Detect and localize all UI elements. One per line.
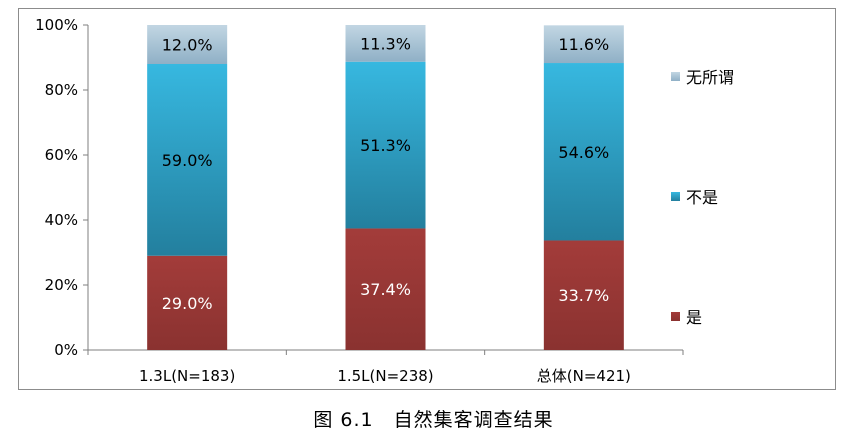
bar-segment [543, 63, 624, 241]
bar-segment [543, 240, 624, 350]
bar-segment [543, 25, 624, 64]
legend-label: 不是 [686, 188, 718, 207]
data-label: 11.6% [558, 35, 609, 54]
legend-swatch [671, 192, 680, 201]
y-tick-label: 60% [45, 146, 78, 164]
y-tick-label: 0% [54, 341, 78, 359]
bar-segment [147, 25, 228, 64]
legend-swatch [671, 312, 680, 321]
data-label: 29.0% [162, 294, 213, 313]
x-category-label: 1.5L(N=238) [337, 367, 433, 385]
data-label: 11.3% [360, 34, 411, 53]
y-tick-label: 80% [45, 81, 78, 99]
legend-label: 是 [686, 308, 702, 327]
data-label: 54.6% [558, 143, 609, 162]
bar-segment [147, 64, 228, 256]
bar-segment [345, 228, 426, 350]
y-tick-label: 20% [45, 276, 78, 294]
data-label: 37.4% [360, 280, 411, 299]
x-category-label: 总体(N=421) [537, 367, 631, 385]
data-label: 33.7% [558, 286, 609, 305]
figure-caption: 图 6.1 自然集客调查结果 [313, 409, 554, 431]
y-tick-label: 40% [45, 211, 78, 229]
bar-segment [345, 61, 426, 229]
bar-segment [147, 255, 228, 350]
legend-swatch [671, 72, 680, 81]
x-category-label: 1.3L(N=183) [139, 367, 235, 385]
y-tick-label: 100% [35, 16, 78, 34]
bar-segment [345, 25, 426, 62]
legend-label: 无所谓 [686, 68, 734, 87]
data-label: 51.3% [360, 136, 411, 155]
data-label: 59.0% [162, 151, 213, 170]
data-label: 12.0% [162, 36, 213, 55]
